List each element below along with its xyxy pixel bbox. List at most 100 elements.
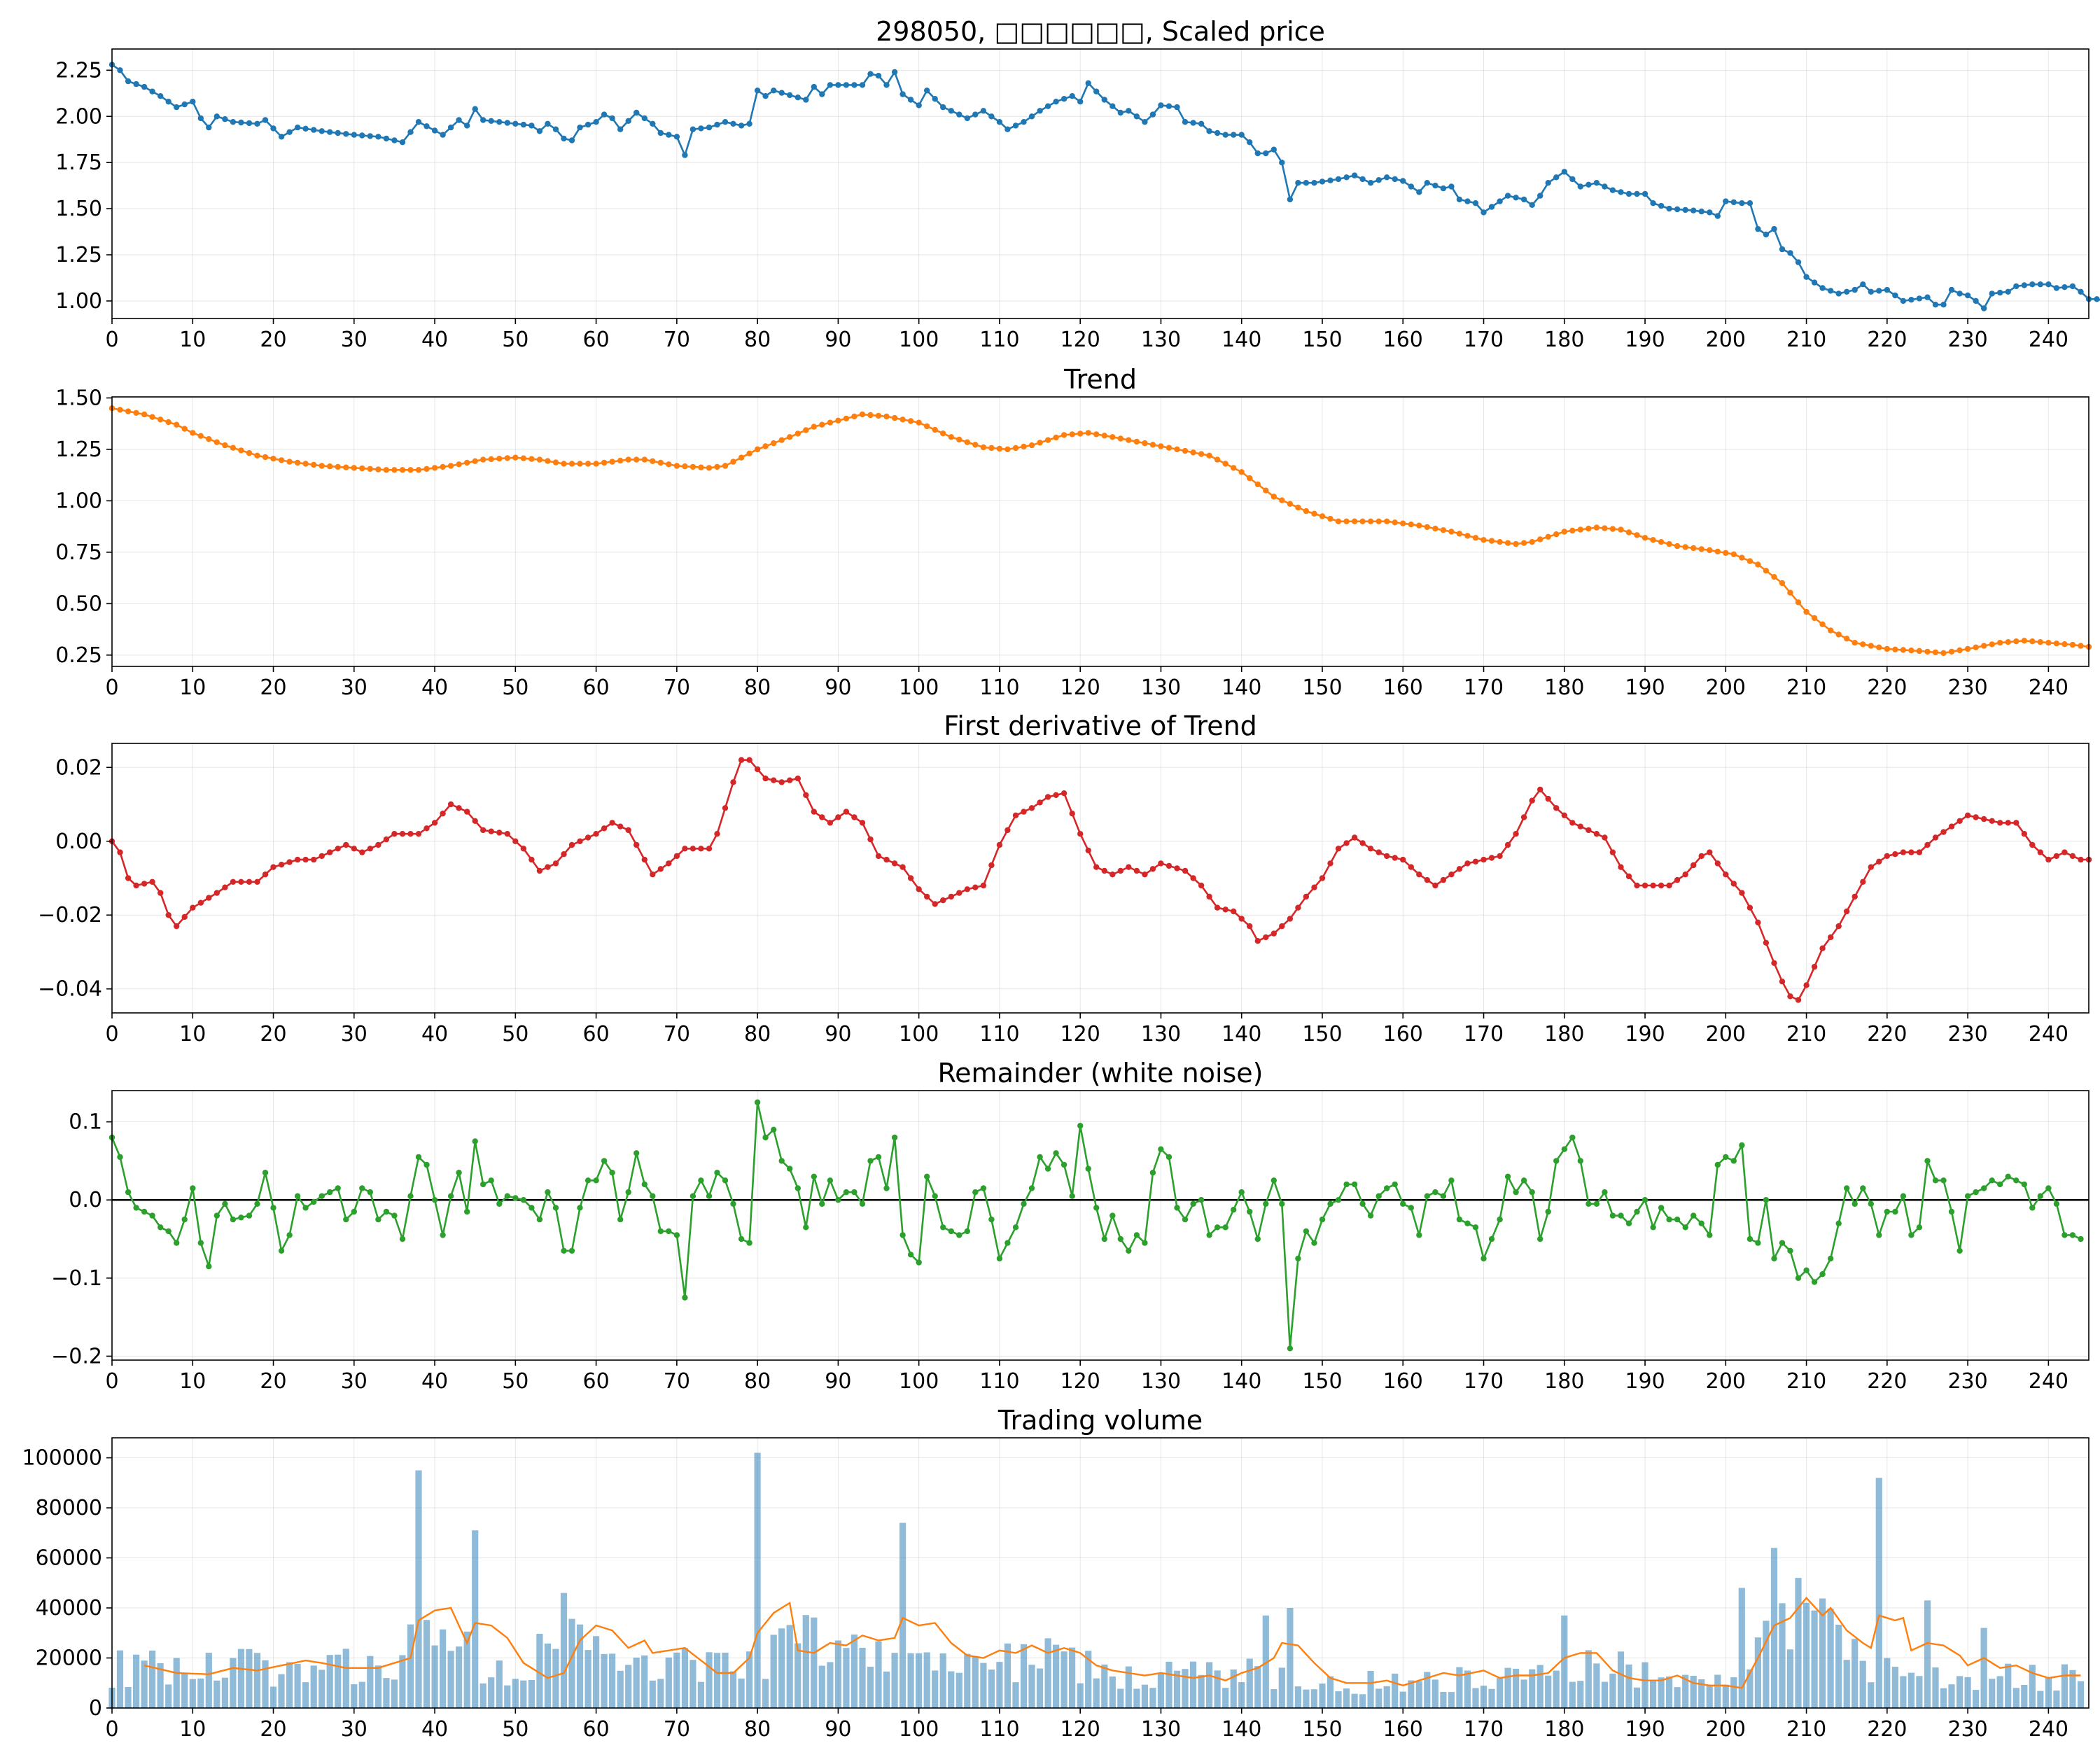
data-point <box>568 137 575 144</box>
data-point <box>351 465 357 471</box>
data-point <box>690 846 696 852</box>
data-point <box>811 83 818 90</box>
x-tick-label: 190 <box>1625 328 1665 352</box>
y-tick-label: −0.04 <box>38 977 102 1002</box>
data-point <box>972 442 979 448</box>
data-point <box>415 467 422 473</box>
volume-bar <box>1980 1628 1987 1708</box>
x-tick-label: 160 <box>1383 328 1423 352</box>
data-point <box>1884 286 1890 293</box>
derivative-panel: First derivative of Trend 0 10 20 30 40 50 60 70… <box>38 710 2092 1046</box>
data-point <box>1182 119 1189 125</box>
data-point <box>634 456 640 463</box>
data-point <box>399 467 406 473</box>
data-point <box>859 820 866 826</box>
data-point <box>246 1212 253 1219</box>
data-point <box>778 779 785 785</box>
volume-bar <box>1367 1671 1374 1708</box>
data-point <box>1238 469 1245 475</box>
data-point <box>1650 882 1656 889</box>
volume-bar <box>1036 1668 1044 1708</box>
data-point <box>1351 834 1358 841</box>
volume-bar <box>641 1655 648 1708</box>
data-point <box>1464 533 1471 539</box>
data-point <box>2078 288 2084 295</box>
volume-panel: Trading volume 0 10 20 30 40 50 60 70 80 90 100 110 1… <box>22 1405 2090 1742</box>
data-point <box>2069 641 2076 648</box>
data-point <box>899 91 906 97</box>
data-point <box>1876 644 1882 650</box>
data-point <box>1126 1247 1132 1254</box>
data-point <box>1133 113 1140 120</box>
data-point <box>440 811 446 817</box>
volume-bar <box>221 1677 228 1708</box>
data-point <box>593 831 599 837</box>
data-point <box>197 115 204 122</box>
data-point <box>552 126 559 132</box>
data-point <box>1755 561 1761 568</box>
data-point <box>811 424 818 430</box>
data-point <box>1755 919 1761 926</box>
data-point <box>440 132 446 138</box>
data-point <box>730 120 736 127</box>
data-point <box>496 1200 503 1208</box>
data-point <box>1133 1232 1140 1238</box>
data-point <box>754 1099 761 1105</box>
data-point <box>1707 849 1713 855</box>
data-point <box>1110 103 1116 109</box>
x-tick-label: 30 <box>341 328 368 352</box>
data-point <box>1593 831 1600 837</box>
data-point <box>1004 126 1011 132</box>
data-point <box>1529 202 1535 208</box>
data-point <box>270 456 276 462</box>
data-point <box>1916 648 1923 654</box>
data-point <box>1795 599 1802 606</box>
x-tick-label: 50 <box>502 1369 528 1394</box>
data-point <box>367 846 373 852</box>
data-point <box>1214 904 1221 911</box>
data-point <box>1739 200 1745 206</box>
data-point <box>174 923 180 930</box>
data-point <box>520 846 527 852</box>
volume-bar <box>1497 1678 1504 1708</box>
data-point <box>916 1259 922 1266</box>
volume-bar <box>1916 1676 1923 1708</box>
data-point <box>1569 176 1576 183</box>
data-point <box>948 893 955 900</box>
data-point <box>1222 906 1228 913</box>
data-point <box>375 1216 382 1223</box>
volume-bar <box>722 1652 729 1708</box>
data-point <box>754 88 761 94</box>
data-point <box>2069 283 2076 290</box>
data-point <box>1625 190 1632 197</box>
y-tick-label: 1.50 <box>55 197 102 221</box>
data-point <box>552 459 559 465</box>
data-point <box>2029 841 2036 848</box>
volume-bar <box>1376 1688 1382 1708</box>
data-point <box>351 846 357 852</box>
data-point <box>174 421 180 428</box>
data-point <box>1101 867 1108 874</box>
data-point <box>1279 497 1285 503</box>
data-point <box>835 417 841 424</box>
data-point <box>1206 128 1212 134</box>
data-point <box>1174 865 1180 872</box>
data-point <box>1101 1236 1108 1242</box>
data-point <box>706 846 713 852</box>
data-point <box>1577 183 1583 190</box>
data-point <box>1746 200 1754 206</box>
data-point <box>988 444 995 451</box>
data-point <box>1488 1236 1495 1242</box>
volume-bar <box>1093 1678 1100 1708</box>
data-point <box>158 890 164 896</box>
data-point <box>165 99 172 105</box>
data-point <box>1464 860 1471 867</box>
data-point <box>206 1263 212 1270</box>
volume-bar <box>1085 1651 1092 1708</box>
data-point <box>472 458 478 464</box>
volume-bar <box>649 1680 656 1708</box>
data-point <box>1142 440 1148 447</box>
data-point <box>456 1170 462 1176</box>
data-point <box>1682 206 1688 214</box>
data-point <box>1126 864 1132 870</box>
